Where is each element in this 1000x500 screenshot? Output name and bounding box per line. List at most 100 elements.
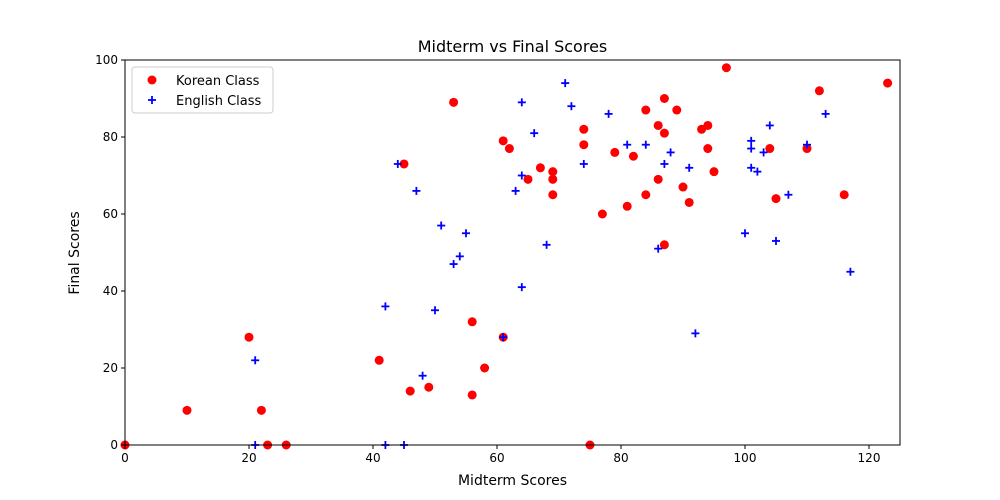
data-point	[659, 240, 669, 250]
data-point	[684, 197, 694, 207]
data-point	[535, 163, 545, 173]
data-point	[517, 283, 526, 292]
data-point	[610, 147, 620, 157]
data-point	[784, 190, 793, 199]
y-tick-label: 0	[110, 438, 118, 452]
data-point	[579, 140, 589, 150]
data-point	[399, 159, 409, 169]
data-point	[678, 182, 688, 192]
data-point	[772, 236, 780, 245]
data-point	[765, 144, 775, 154]
data-point	[449, 97, 459, 107]
legend-label: Korean Class	[176, 74, 260, 89]
data-point	[747, 144, 756, 153]
data-point	[753, 167, 762, 176]
data-point	[709, 167, 719, 177]
data-point	[846, 267, 855, 276]
data-point	[803, 140, 811, 149]
legend: Korean Class English Class	[131, 66, 274, 114]
y-tick-label: 20	[103, 361, 118, 375]
data-point	[523, 174, 533, 184]
data-point	[548, 174, 558, 184]
axes: 0 20 40 60 80 100 120 0 20 40 60 80 100	[95, 53, 901, 465]
data-point	[467, 390, 477, 400]
data-point	[455, 252, 464, 261]
data-point	[424, 382, 434, 392]
x-tick-label: 120	[858, 451, 881, 465]
data-point	[517, 98, 526, 107]
data-point	[504, 144, 514, 154]
x-axis-title: Midterm Scores	[458, 473, 567, 489]
data-point	[821, 109, 830, 118]
legend-box	[131, 66, 274, 114]
data-point	[747, 163, 756, 172]
data-point	[814, 86, 824, 96]
data-point	[641, 140, 650, 149]
y-tick-label: 80	[103, 130, 118, 144]
data-point	[256, 405, 266, 415]
data-point	[685, 163, 694, 172]
data-point	[449, 260, 458, 269]
y-tick-label: 40	[103, 284, 118, 298]
data-point	[561, 79, 570, 88]
series-english-class	[251, 79, 855, 449]
y-axis-title: Final Scores	[67, 211, 83, 294]
data-point	[628, 151, 638, 161]
data-point	[759, 148, 768, 157]
data-point	[641, 190, 651, 200]
data-point	[548, 190, 558, 200]
data-point	[703, 144, 713, 154]
data-point	[182, 405, 192, 415]
data-point	[579, 159, 588, 168]
x-tick-label: 40	[365, 451, 380, 465]
data-point	[653, 120, 663, 130]
legend-marker	[148, 96, 156, 104]
data-point	[530, 129, 539, 138]
data-point	[244, 332, 254, 342]
data-point	[659, 94, 669, 103]
data-point	[623, 140, 632, 149]
data-point	[672, 105, 682, 115]
legend-marker	[147, 75, 157, 85]
plot-points	[120, 63, 893, 450]
data-point	[659, 128, 669, 138]
data-point	[765, 121, 774, 130]
data-point	[721, 63, 731, 73]
data-point	[542, 240, 551, 249]
data-point	[703, 120, 713, 130]
legend-label: English Class	[176, 94, 262, 109]
data-point	[393, 159, 402, 168]
data-point	[741, 229, 749, 238]
plot-frame	[124, 59, 901, 446]
data-point	[405, 386, 415, 396]
data-point	[691, 329, 700, 338]
data-point	[412, 186, 421, 195]
x-tick-label: 80	[613, 451, 628, 465]
data-point	[418, 371, 427, 380]
data-point	[666, 148, 675, 157]
data-point	[381, 302, 390, 311]
data-point	[771, 194, 781, 204]
series-korean-class	[120, 63, 893, 450]
data-point	[604, 109, 613, 118]
x-tick-label: 60	[489, 451, 504, 465]
data-point	[567, 102, 576, 111]
data-point	[883, 78, 893, 88]
data-point	[498, 136, 508, 146]
data-point	[462, 229, 470, 238]
data-point	[654, 244, 663, 253]
data-point	[622, 201, 632, 211]
data-point	[437, 221, 446, 230]
y-tick-label: 100	[95, 53, 118, 67]
data-point	[597, 209, 607, 219]
data-point	[653, 174, 663, 184]
data-point	[660, 159, 669, 168]
data-point	[431, 306, 439, 315]
data-point	[480, 363, 490, 373]
data-point	[499, 333, 508, 342]
chart-title: Midterm vs Final Scores	[418, 37, 608, 56]
data-point	[839, 190, 849, 200]
data-point	[251, 356, 260, 365]
data-point	[511, 186, 520, 195]
